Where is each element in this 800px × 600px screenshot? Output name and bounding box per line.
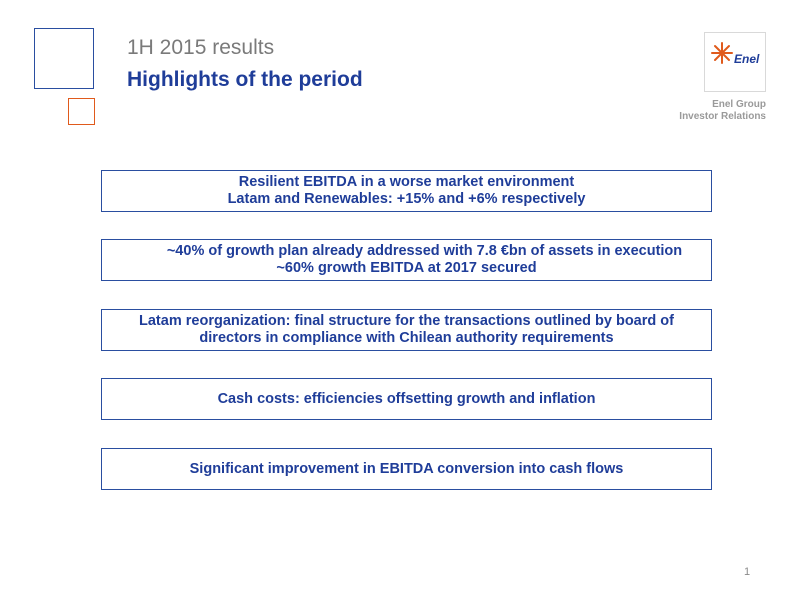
slide-title: Highlights of the period (127, 68, 363, 91)
highlight-text: ~40% of growth plan already addressed wi… (166, 243, 683, 259)
highlight-text: Latam and Renewables: +15% and +6% respe… (227, 191, 586, 207)
highlight-text: Significant improvement in EBITDA conver… (189, 460, 624, 477)
logo-wordmark: Enel (734, 52, 760, 66)
page-number: 1 (744, 566, 751, 578)
highlight-text: Resilient EBITDA in a worse market envir… (238, 174, 575, 190)
highlight-box-ebitda-conversion: Significant improvement in EBITDA conver… (101, 448, 712, 490)
enel-flame-icon: Enel (711, 42, 760, 66)
highlight-text: directors in compliance with Chilean aut… (199, 330, 614, 346)
highlight-box-growth-plan: ~40% of growth plan already addressed wi… (101, 239, 712, 281)
highlight-text: Latam reorganization: final structure fo… (139, 313, 674, 329)
department-name: Investor Relations (679, 111, 766, 122)
slide-subtitle: 1H 2015 results (127, 36, 275, 59)
highlight-box-cash-costs: Cash costs: efficiencies offsetting grow… (101, 378, 712, 420)
highlight-box-ebitda: Resilient EBITDA in a worse market envir… (101, 170, 712, 212)
decorative-square-blue (34, 28, 94, 89)
highlight-box-latam-reorganization: Latam reorganization: final structure fo… (101, 309, 712, 351)
company-label: Enel Group Investor Relations (679, 99, 766, 123)
company-name: Enel Group (712, 99, 766, 110)
decorative-square-orange (68, 98, 95, 125)
highlight-text: Cash costs: efficiencies offsetting grow… (217, 390, 596, 407)
highlight-text: ~60% growth EBITDA at 2017 secured (276, 260, 537, 276)
enel-logo: Enel (704, 32, 766, 92)
